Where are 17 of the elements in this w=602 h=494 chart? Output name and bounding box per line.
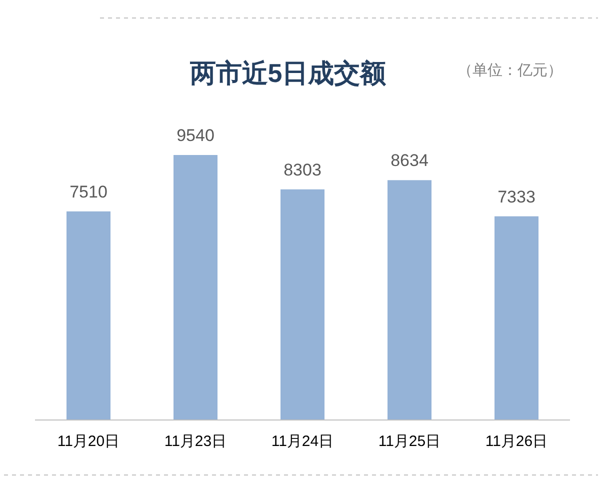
bar (174, 155, 218, 420)
bar (280, 189, 324, 420)
data-label: 7333 (498, 187, 536, 206)
x-tick-label: 11月24日 (271, 433, 334, 450)
data-label: 7510 (70, 182, 108, 202)
data-label: 8634 (390, 151, 428, 170)
text: （单位：亿元） (458, 62, 562, 79)
data-label: 9540 (176, 126, 214, 145)
x-tick-label: 11月26日 (485, 433, 548, 450)
data-label: 8303 (284, 160, 322, 180)
x-tick-label: 11月23日 (164, 433, 227, 450)
x-tick-label: 11月25日 (378, 433, 441, 450)
chart-title: 两市近5日成交额 (188, 58, 388, 88)
bar (66, 211, 110, 420)
bar (388, 180, 432, 420)
x-tick-label: 11月20日 (57, 433, 120, 450)
bar (494, 216, 538, 420)
